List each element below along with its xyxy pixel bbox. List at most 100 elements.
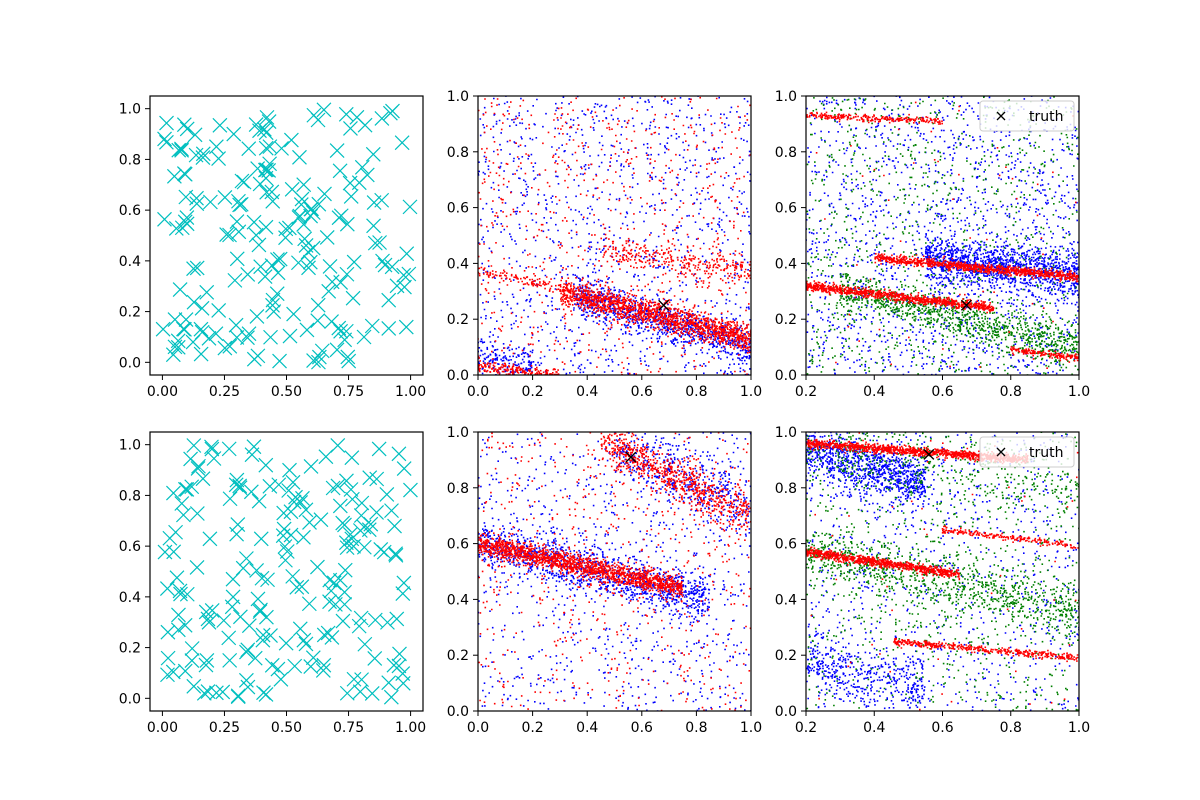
data-point-x-marker — [177, 617, 193, 633]
data-point-x-marker — [354, 495, 370, 511]
y-tick-label: 0.0 — [775, 368, 797, 384]
data-point-x-marker — [337, 584, 352, 600]
data-point-x-marker — [330, 478, 346, 494]
subplot-row1-col2: 0.0 0.2 0.4 0.6 0.8 1.0 0.0 0.2 0.4 0.6 0.8 1.0 — [447, 89, 762, 400]
data-point-x-marker — [319, 230, 335, 245]
truth-marker — [625, 451, 637, 463]
data-point-x-marker — [189, 506, 205, 521]
y-tick-label: 1.0 — [447, 425, 469, 441]
data-point-x-marker — [265, 193, 281, 209]
data-point-x-marker — [292, 149, 307, 165]
data-point-x-marker — [195, 471, 211, 487]
data-point-x-marker — [265, 292, 281, 308]
y-tick-label: 0.2 — [447, 312, 469, 328]
data-point-x-marker — [244, 447, 260, 463]
data-point-x-marker — [165, 664, 181, 680]
data-point-x-marker — [178, 312, 194, 327]
x-tick-label: 0.6 — [931, 384, 953, 400]
data-point-x-marker — [339, 540, 355, 556]
data-point-x-marker — [257, 162, 273, 178]
series-1-points — [478, 96, 751, 375]
data-point-x-marker — [364, 318, 380, 334]
data-point-x-marker — [231, 224, 247, 240]
x-tick-label: 0.2 — [521, 720, 543, 736]
legend-truth-marker — [996, 447, 1006, 457]
plot-area — [806, 432, 1079, 711]
data-point-x-marker — [339, 216, 355, 232]
data-point-x-marker — [311, 354, 326, 370]
data-point-x-marker — [278, 230, 293, 246]
data-point-x-marker — [389, 278, 405, 294]
data-point-x-marker — [259, 109, 275, 125]
data-point-x-marker — [296, 177, 312, 193]
plot-area — [806, 96, 1079, 375]
y-tick-label: 0.2 — [775, 648, 797, 664]
data-point-x-marker — [381, 675, 397, 691]
data-point-x-marker — [189, 190, 204, 206]
data-point-x-marker — [199, 284, 215, 300]
data-point-x-marker — [310, 313, 326, 329]
data-point-x-marker — [298, 237, 314, 253]
data-point-x-marker — [157, 544, 173, 560]
data-point-x-marker — [270, 265, 286, 281]
data-point-x-marker — [228, 317, 244, 333]
data-point-x-marker — [229, 329, 245, 345]
data-point-x-marker — [200, 611, 216, 627]
data-point-x-marker — [301, 260, 316, 276]
data-point-x-marker — [362, 470, 378, 486]
axes-frame — [477, 95, 752, 376]
x-tick-label: 0.0 — [467, 384, 489, 400]
series-2-points — [806, 432, 1079, 711]
y-tick-label: 0.6 — [447, 201, 469, 217]
data-point-x-marker — [173, 586, 188, 602]
x-tick-label: 0.2 — [795, 384, 817, 400]
data-point-x-marker — [252, 604, 268, 620]
y-tick-label: 0.8 — [447, 481, 469, 497]
data-point-x-marker — [196, 685, 212, 701]
data-point-x-marker — [177, 321, 192, 337]
data-point-x-marker — [340, 349, 356, 365]
data-point-x-marker — [277, 539, 293, 554]
data-point-x-marker — [351, 618, 367, 634]
data-point-x-marker — [381, 320, 397, 336]
data-point-x-marker — [322, 259, 338, 274]
y-tick-label: 1.0 — [775, 89, 797, 105]
data-point-x-marker — [186, 678, 202, 694]
data-point-x-marker — [170, 622, 186, 638]
x-tick-label: 0.25 — [209, 720, 240, 736]
y-tick-label: 0.6 — [447, 537, 469, 553]
data-point-x-marker — [354, 159, 370, 175]
data-point-x-marker — [169, 570, 185, 586]
data-point-x-marker — [278, 552, 293, 568]
y-tick-label: 0.0 — [119, 691, 141, 707]
data-point-x-marker — [206, 451, 222, 466]
data-point-x-marker — [283, 132, 299, 148]
data-point-x-marker — [372, 235, 388, 250]
data-point-x-marker — [179, 586, 195, 602]
data-point-x-marker — [257, 269, 273, 284]
data-point-x-marker — [234, 173, 250, 189]
x-tick-label: 0.8 — [685, 720, 707, 736]
y-tick-label: 1.0 — [775, 425, 797, 441]
x-tick-label: 1.0 — [1068, 384, 1090, 400]
data-point-x-marker — [322, 572, 338, 588]
data-point-x-marker — [184, 641, 200, 656]
series-0-points — [806, 432, 1079, 711]
data-point-x-marker — [222, 652, 238, 668]
data-point-x-marker — [248, 227, 264, 243]
data-point-x-marker — [253, 602, 268, 618]
data-point-x-marker — [166, 544, 182, 560]
data-point-x-marker — [165, 347, 181, 363]
data-point-x-marker — [222, 338, 238, 354]
data-point-x-marker — [240, 642, 256, 658]
y-tick-label: 0.8 — [775, 481, 797, 497]
data-point-x-marker — [337, 596, 353, 612]
data-point-x-marker — [318, 449, 334, 465]
data-point-x-marker — [331, 210, 347, 226]
plot-area — [478, 432, 751, 711]
y-tick-label: 0.0 — [447, 704, 469, 720]
y-tick-label: 0.8 — [775, 145, 797, 161]
data-point-x-marker — [199, 653, 215, 668]
data-point-x-marker — [229, 526, 245, 542]
data-point-x-marker — [272, 251, 288, 267]
